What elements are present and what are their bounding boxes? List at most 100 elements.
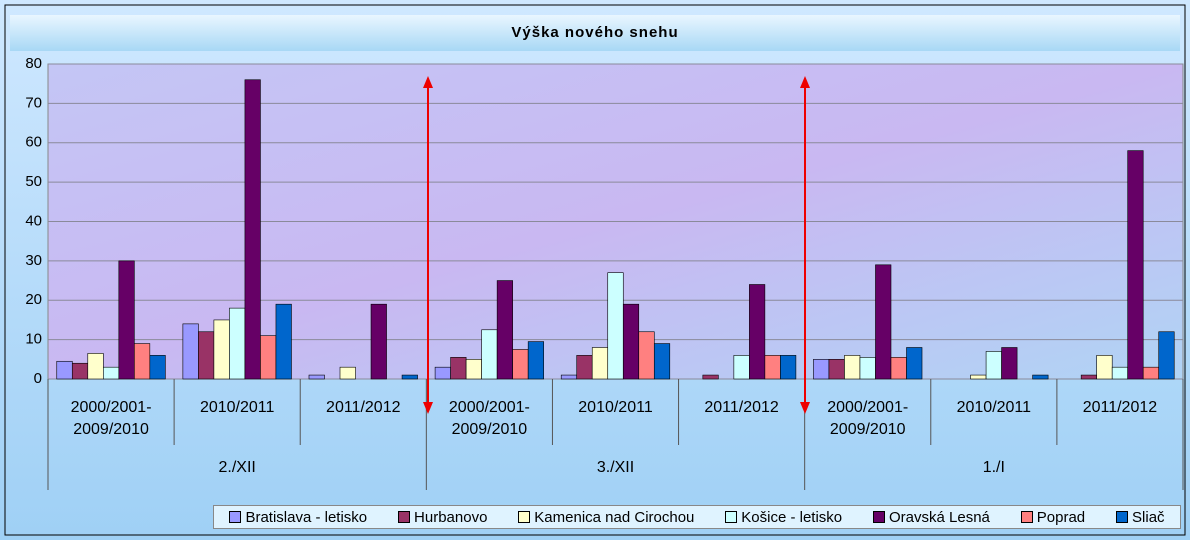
bar: [308, 374, 325, 380]
legend-swatch: [1116, 511, 1129, 523]
bar: [890, 357, 907, 380]
y-tick-label: 60: [25, 134, 42, 151]
y-tick-label: 40: [25, 212, 42, 229]
bar: [875, 264, 892, 380]
bar: [844, 355, 861, 380]
bar: [653, 343, 671, 380]
bar: [275, 303, 292, 380]
bar: [450, 357, 467, 380]
legend: Bratislava - letisko Hurbanovo Kamenica na…: [213, 505, 1181, 529]
legend-swatch: [725, 511, 738, 523]
bar: [1080, 374, 1097, 380]
bar: [1111, 366, 1129, 380]
bar: [102, 366, 120, 380]
bar: [1127, 150, 1144, 380]
bar: [182, 323, 199, 380]
legend-swatch: [229, 511, 242, 523]
legend-swatch: [518, 511, 531, 523]
x-tick-label: 2000/2001-2009/2010: [70, 399, 152, 438]
x-tick-label: 2010/2011: [578, 399, 653, 416]
bar: [780, 355, 797, 380]
group-label: 1./I: [982, 459, 1005, 476]
legend-label: Košice - letisko: [741, 508, 843, 526]
legend-swatch: [873, 511, 886, 523]
bar: [828, 359, 845, 380]
y-tick-label: 0: [34, 370, 42, 387]
group-label: 2./XII: [218, 459, 256, 476]
legend-swatch: [1020, 511, 1033, 523]
y-tick-label: 20: [25, 291, 42, 308]
bar: [527, 341, 544, 380]
x-tick-label: 2000/2001-2009/2010: [827, 399, 909, 438]
bar: [591, 347, 609, 380]
bar: [401, 374, 418, 380]
legend-item: Košice - letisko: [725, 509, 842, 526]
bar: [1001, 347, 1018, 380]
legend-item: Kamenica nad Cirochou: [518, 509, 694, 526]
legend-label: Hurbanovo: [414, 508, 488, 526]
bar: [370, 303, 387, 380]
bar: [434, 366, 451, 380]
bar: [134, 343, 151, 380]
legend-label: Poprad: [1036, 508, 1086, 526]
title-bg: [10, 15, 1180, 51]
y-tick-label: 50: [25, 173, 42, 190]
frame: [4, 4, 1186, 536]
bar: [813, 359, 830, 380]
chart-title: Výška nového snehu: [511, 24, 678, 41]
bar: [229, 307, 246, 380]
bar: [481, 329, 498, 380]
bar: [149, 355, 166, 380]
x-tick-label: 2011/2012: [1082, 399, 1158, 416]
bar: [859, 357, 876, 380]
y-tick-label: 10: [25, 331, 42, 348]
bar: [764, 355, 781, 380]
bar: [213, 319, 230, 380]
bar: [560, 374, 578, 380]
legend-item: Hurbanovo: [398, 509, 487, 526]
legend-label: Kamenica nad Cirochou: [534, 508, 695, 526]
bar: [749, 284, 766, 380]
legend-swatch: [398, 511, 411, 523]
bar: [496, 280, 513, 380]
legend-item: Poprad: [1020, 508, 1086, 526]
x-tick-label: 2011/2012: [326, 399, 401, 416]
y-tick-label: 30: [25, 252, 42, 269]
legend-label: Oravská Lesná: [889, 508, 990, 526]
legend-label: Bratislava - letisko: [245, 508, 368, 526]
bar: [465, 359, 482, 380]
bar: [1096, 355, 1113, 380]
bar: [118, 260, 135, 380]
bar: [638, 331, 655, 380]
bar: [985, 351, 1002, 380]
bar: [198, 331, 215, 380]
bar: [622, 303, 640, 380]
bar: [512, 349, 529, 380]
y-tick-label: 70: [25, 94, 42, 111]
bar: [87, 353, 104, 380]
bar: [702, 374, 719, 380]
bar: [244, 79, 261, 380]
bar: [260, 335, 277, 380]
bar: [906, 347, 923, 380]
bar: [1142, 366, 1160, 380]
legend-item: Sliač: [1116, 509, 1165, 526]
bar: [607, 272, 624, 380]
bar: [339, 366, 356, 380]
x-tick-label: 2010/2011: [956, 399, 1032, 416]
x-tick-label: 2011/2012: [704, 399, 779, 416]
bar: [970, 374, 987, 380]
bar: [71, 362, 89, 380]
bar: [1158, 331, 1175, 380]
bar: [1032, 374, 1049, 380]
y-tick-label: 80: [25, 55, 42, 72]
x-tick-label: 2010/2011: [199, 399, 275, 416]
bar: [56, 360, 73, 380]
legend-item: Bratislava - letisko: [229, 509, 367, 526]
bar: [733, 355, 750, 380]
legend-item: Oravská Lesná: [873, 509, 990, 526]
bar: [576, 355, 593, 380]
annotations: [423, 76, 810, 414]
